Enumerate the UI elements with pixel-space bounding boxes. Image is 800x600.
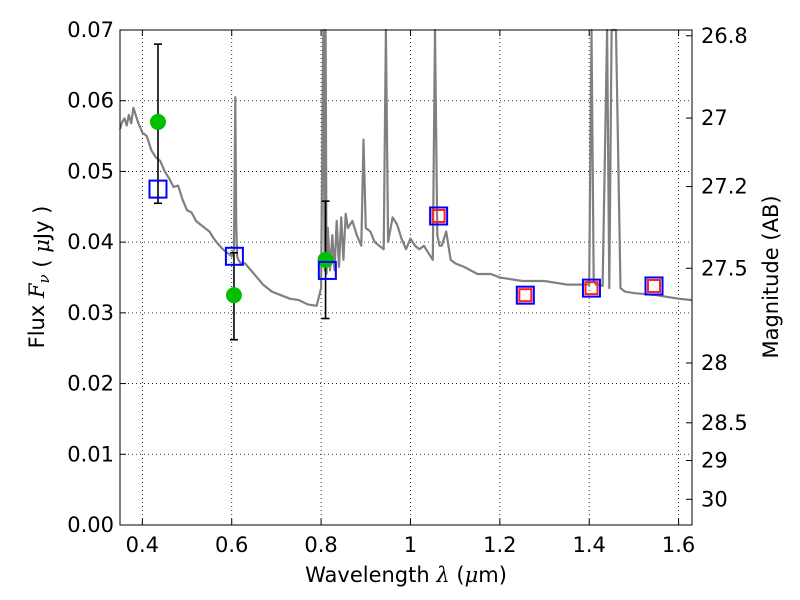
y-tick-label: 0.01 — [67, 442, 114, 466]
y2-tick-label: 28.5 — [701, 411, 748, 435]
y-tick-label: 0.02 — [67, 372, 114, 396]
y-axis-title: Flux Fν ( μJy ) — [25, 206, 54, 349]
x-tick-label: 1 — [404, 533, 417, 557]
x-tick-label: 1.6 — [662, 533, 695, 557]
y2-axis-title: Magnitude (AB) — [759, 195, 783, 358]
x-tick-label: 0.6 — [215, 533, 248, 557]
point-model_photometry_blue — [515, 285, 535, 305]
point-model_photometry_blue — [581, 278, 601, 298]
point-observed_photometry — [149, 113, 166, 130]
point-model_photometry_blue — [644, 276, 664, 296]
y2-tick-label: 28 — [701, 351, 728, 375]
y2-tick-label: 30 — [701, 487, 728, 511]
y-tick-label: 0.07 — [67, 18, 114, 42]
series-layer — [118, 28, 693, 307]
x-tick-label: 0.8 — [304, 533, 337, 557]
y-tick-label: 0.05 — [67, 159, 114, 183]
point-model_photometry_red — [584, 281, 599, 296]
y2-tick-label: 26.8 — [701, 24, 748, 48]
x-axis-title: Wavelength λ (μm) — [305, 563, 507, 587]
y-tick-label: 0.04 — [67, 230, 114, 254]
point-model_photometry_blue — [148, 179, 168, 199]
point-model_photometry_blue — [224, 246, 244, 266]
x-tick-label: 1.4 — [573, 533, 606, 557]
point-observed_photometry — [317, 251, 334, 268]
point-model_photometry_blue — [317, 260, 337, 280]
point-model_photometry_red — [431, 208, 446, 223]
series-line-model_sed — [118, 28, 693, 307]
y-tick-label: 0.00 — [67, 513, 114, 537]
point-model_photometry_blue — [429, 206, 449, 226]
y-tick-label: 0.03 — [67, 301, 114, 325]
plot-frame — [119, 29, 693, 526]
y2-tick-label: 29 — [701, 449, 728, 473]
y2-tick-label: 27.5 — [701, 256, 748, 280]
x-tick-label: 1.2 — [483, 533, 516, 557]
y2-tick-label: 27 — [701, 106, 728, 130]
x-tick-label: 0.4 — [126, 533, 159, 557]
point-observed_photometry — [225, 287, 242, 304]
point-model_photometry_red — [518, 288, 533, 303]
marker-layer — [148, 43, 664, 341]
y2-tick-label: 27.2 — [701, 175, 748, 199]
point-model_photometry_red — [647, 278, 662, 293]
tick-layer: 0.4 0.6 0.8 1 1.2 1.4 1.6 0.00 0.01 0.02 0.03 0.04 0… — [67, 18, 748, 557]
y-tick-label: 0.06 — [67, 89, 114, 113]
